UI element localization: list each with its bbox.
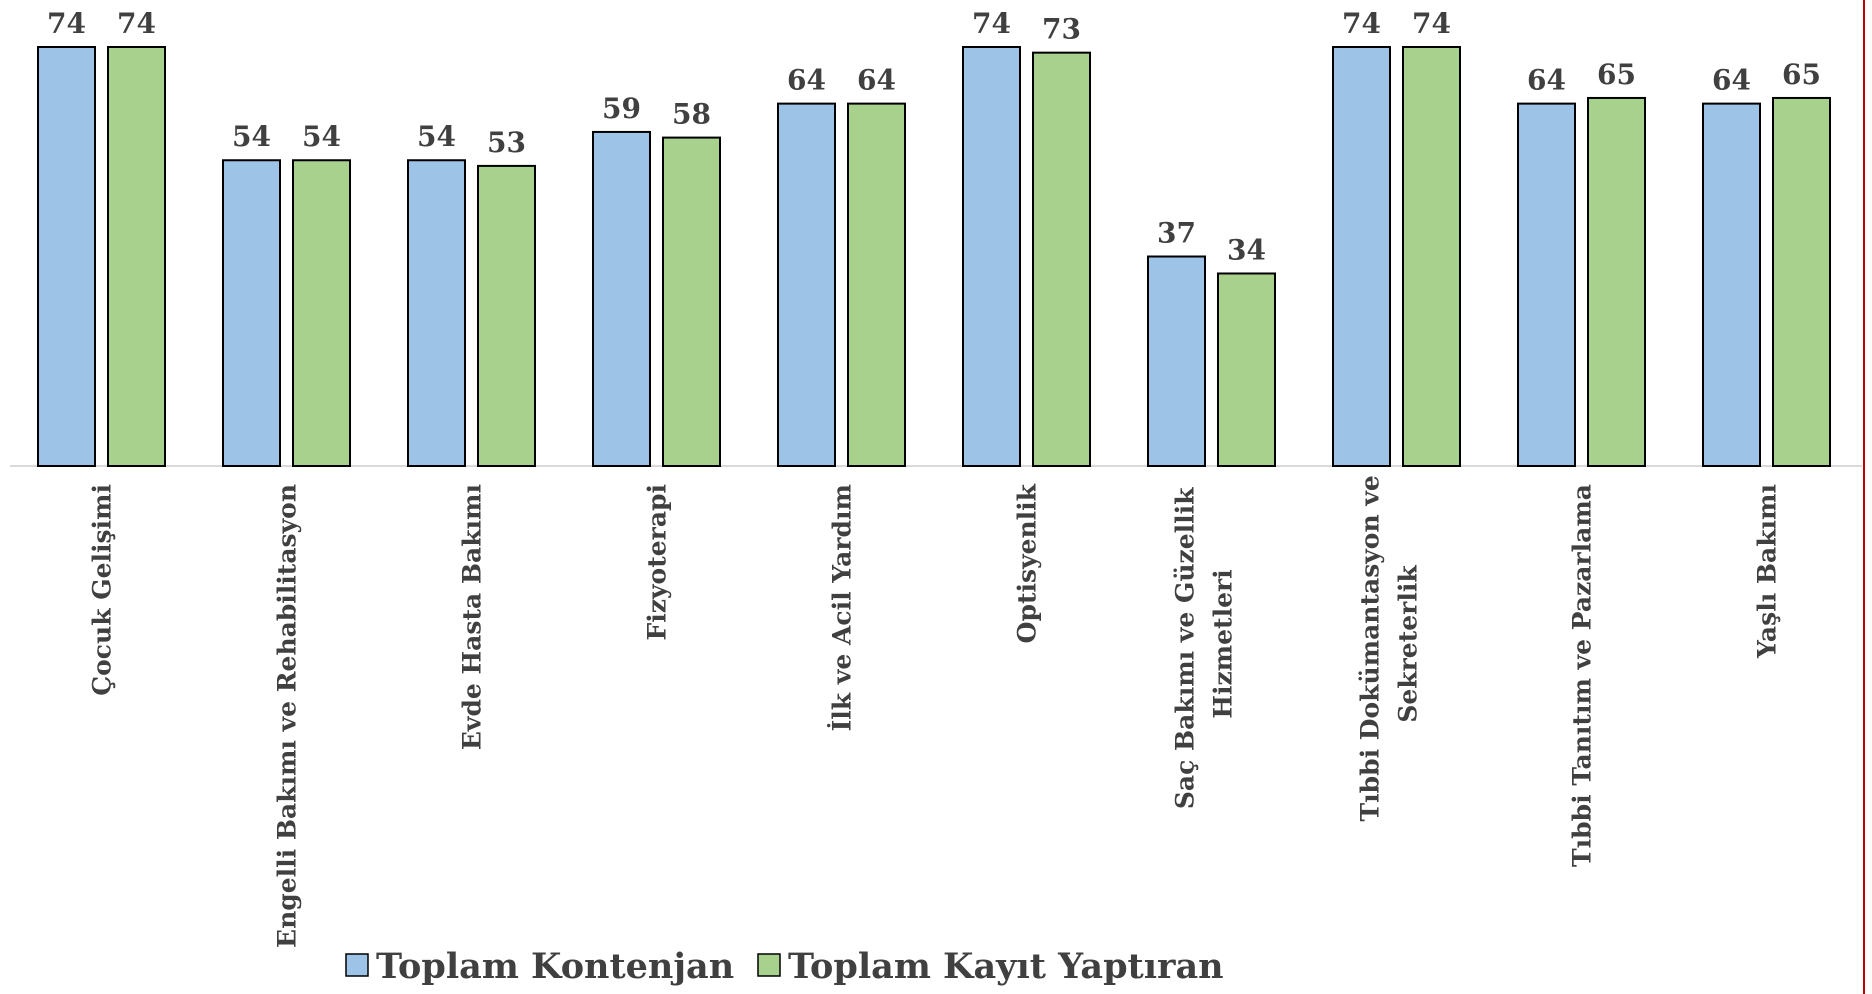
x-tick-label: İlk ve Acil Yardım	[828, 484, 857, 731]
data-label: 65	[1597, 58, 1636, 91]
bar	[1332, 46, 1391, 467]
data-label: 73	[1042, 13, 1081, 46]
bar	[107, 46, 166, 467]
data-label: 64	[1712, 64, 1751, 97]
bar	[1702, 102, 1761, 468]
data-label: 54	[417, 120, 456, 153]
data-label: 54	[302, 120, 341, 153]
bar	[777, 102, 836, 468]
data-label: 64	[787, 64, 826, 97]
bar	[1517, 102, 1576, 468]
bar	[1772, 96, 1831, 467]
data-label: 53	[487, 126, 526, 159]
x-tick-label: Tıbbi Dokümantasyon ve Sekreterlik	[1356, 467, 1423, 822]
x-tick-label: Yaşlı Bakımı	[1753, 484, 1782, 659]
data-label: 74	[1412, 7, 1451, 40]
legend-swatch	[345, 953, 369, 977]
legend-label: Toplam Kontenjan	[376, 946, 734, 987]
label-line: Tıbbi Dokümantasyon ve	[1356, 467, 1385, 822]
x-tick-label: Fizyoterapi	[643, 484, 672, 640]
bar	[962, 46, 1021, 467]
data-label: 54	[232, 120, 271, 153]
bar	[662, 136, 721, 467]
data-label: 37	[1157, 217, 1196, 250]
data-label: 64	[1527, 64, 1566, 97]
bar	[477, 164, 536, 468]
bar	[37, 46, 96, 467]
data-label: 65	[1782, 58, 1821, 91]
x-tick-label: Evde Hasta Bakımı	[458, 484, 487, 750]
data-label: 74	[972, 7, 1011, 40]
bar	[1402, 46, 1461, 467]
x-tick-label: Tıbbi Tanıtım ve Pazarlama	[1568, 484, 1597, 867]
bar	[1217, 272, 1276, 467]
label-line: Saç Bakımı ve Güzellik	[1171, 479, 1200, 809]
bar	[222, 159, 281, 467]
x-tick-label: Çocuk Gelişimi	[88, 484, 117, 696]
legend-swatch	[757, 953, 781, 977]
data-label: 34	[1227, 233, 1266, 266]
data-label: 59	[602, 92, 641, 125]
legend-label: Toplam Kayıt Yaptıran	[788, 946, 1224, 987]
bar	[1587, 96, 1646, 467]
data-label: 58	[672, 98, 711, 131]
data-label: 74	[117, 7, 156, 40]
data-label: 74	[47, 7, 86, 40]
label-line: Hizmetleri	[1209, 569, 1238, 718]
label-line: Sekreterlik	[1394, 565, 1423, 723]
bar	[1032, 51, 1091, 467]
data-label: 74	[1342, 7, 1381, 40]
x-tick-label: Optisyenlik	[1013, 483, 1042, 643]
bar	[1147, 255, 1206, 467]
x-tick-label: Saç Bakımı ve Güzellik Hizmetleri	[1171, 479, 1238, 809]
bar	[407, 159, 466, 467]
bar	[847, 102, 906, 468]
x-tick-label: Engelli Bakımı ve Rehabilitasyon	[273, 484, 302, 948]
data-label: 64	[857, 64, 896, 97]
bar	[592, 130, 651, 467]
bar	[292, 159, 351, 467]
